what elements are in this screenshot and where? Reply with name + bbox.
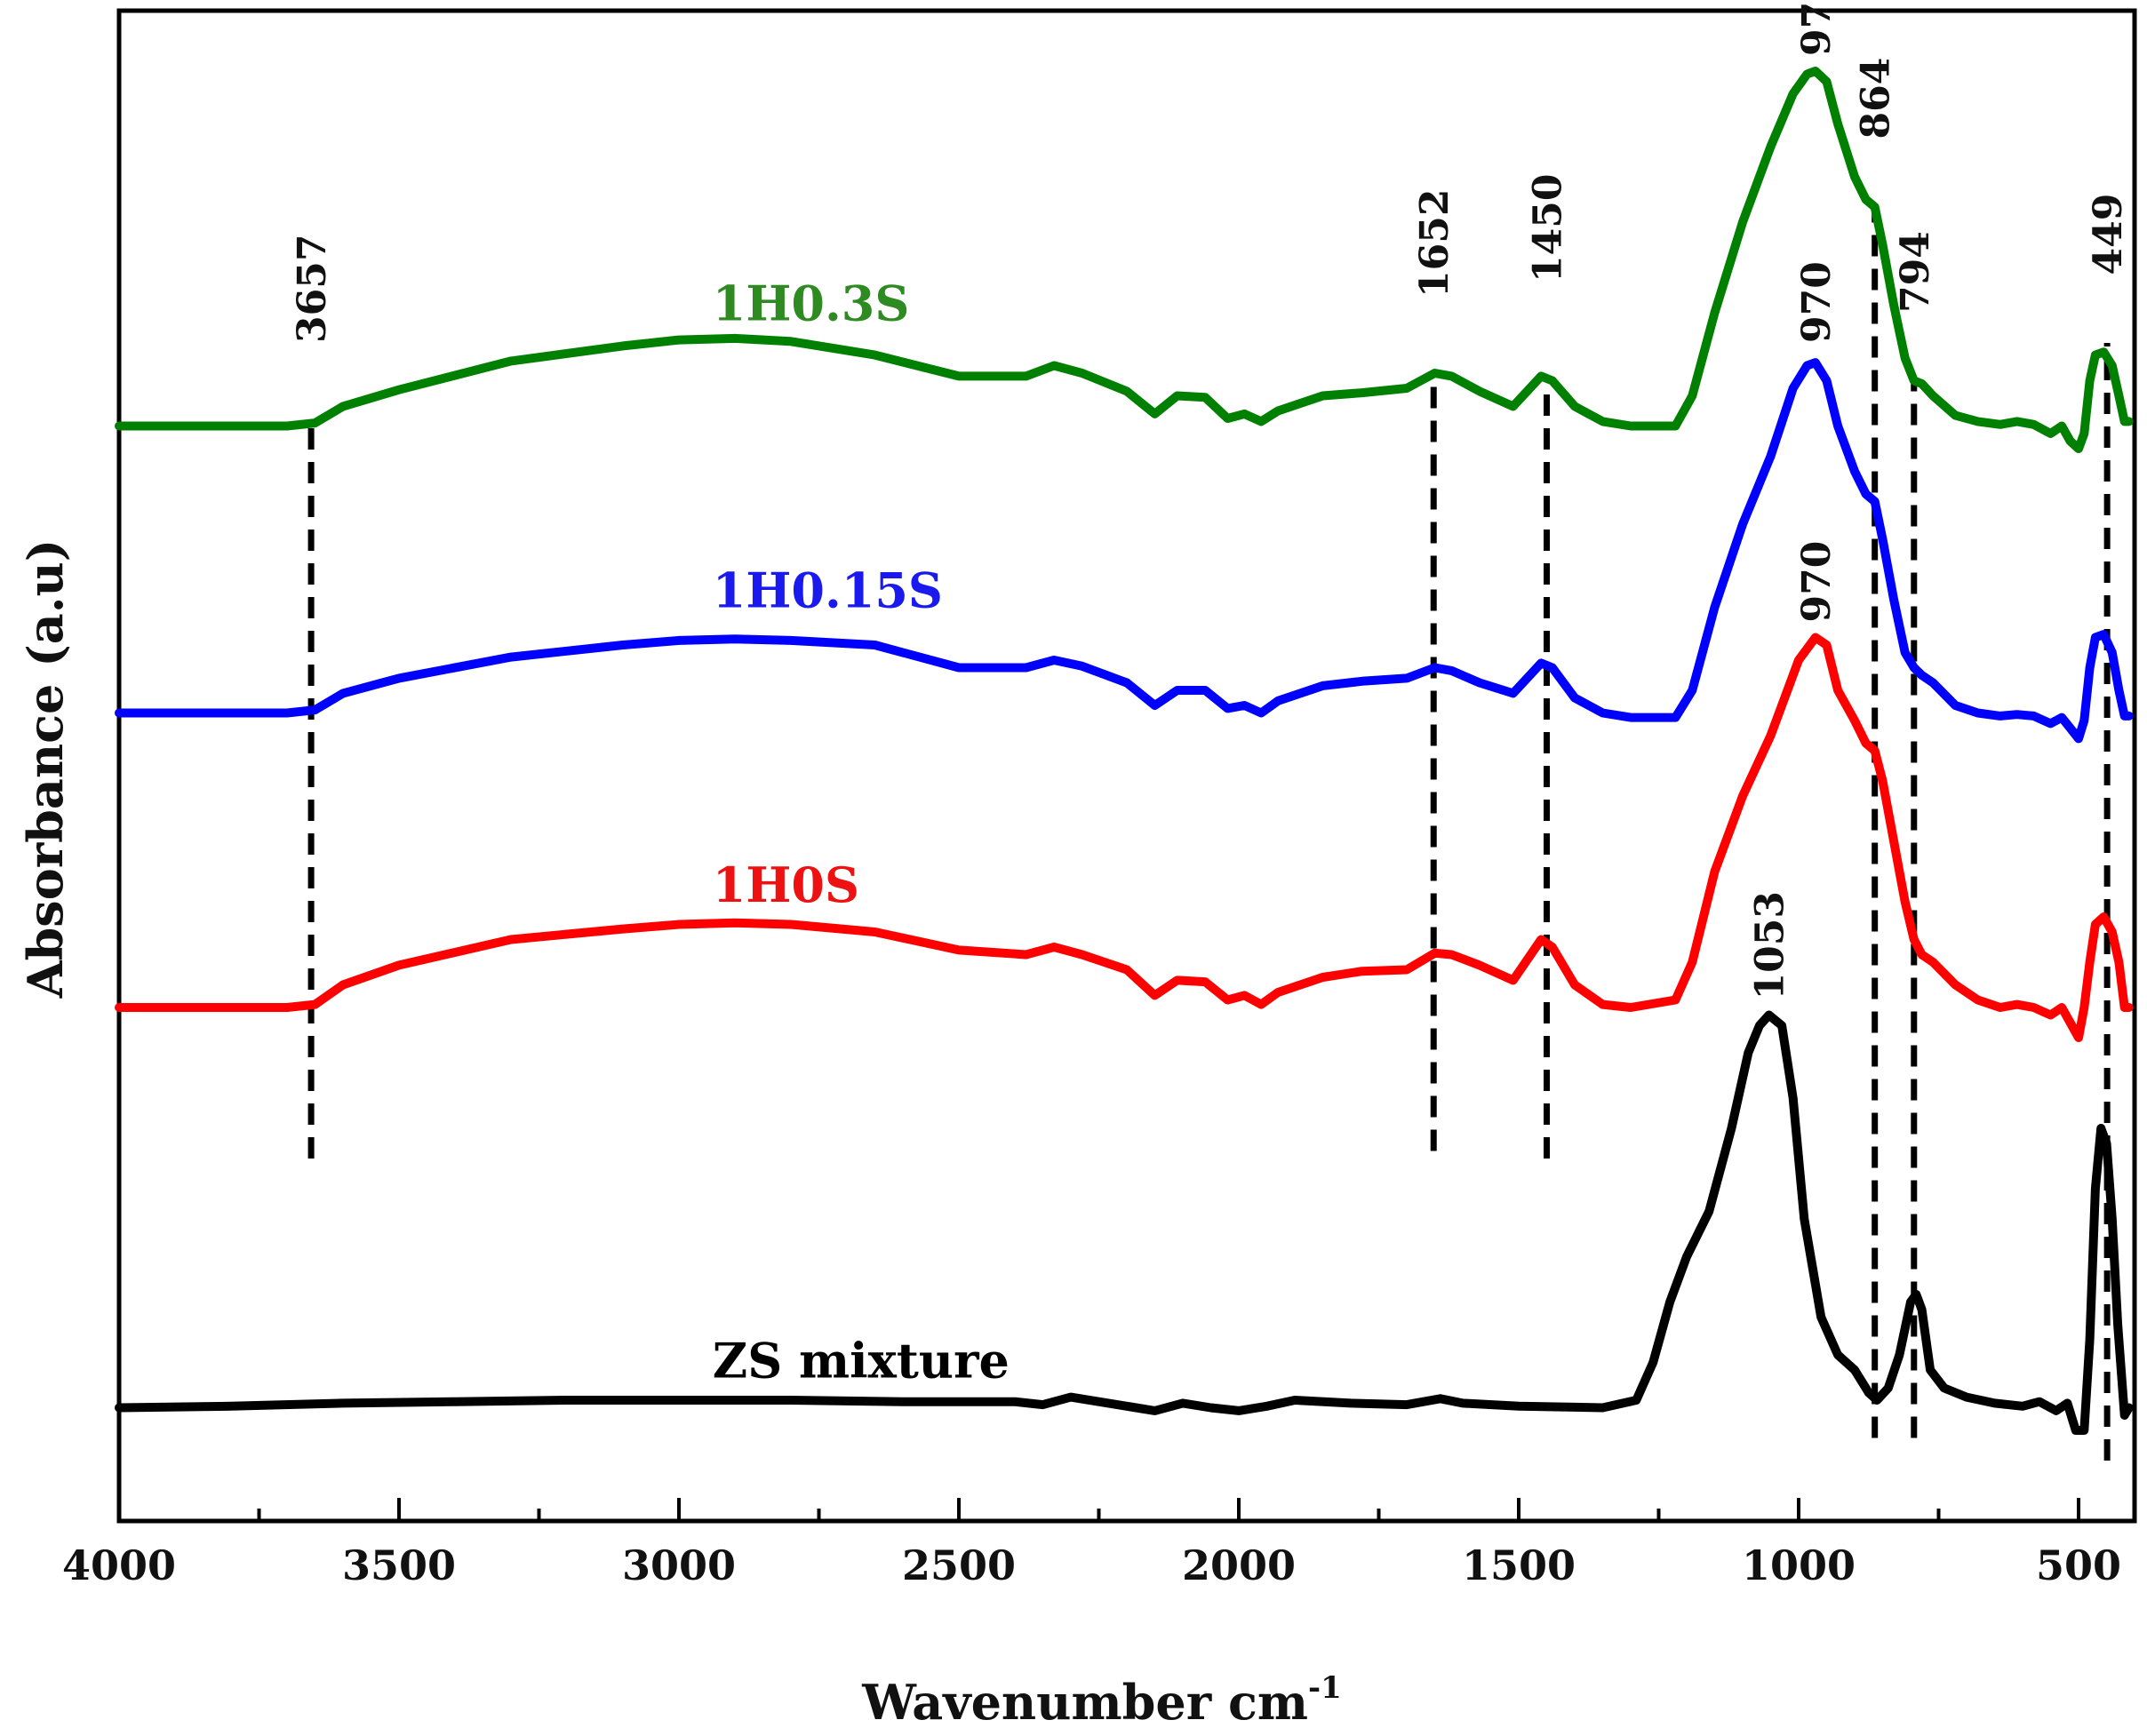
peak-label-970-0: 970: [1794, 0, 1840, 56]
y-axis-title: Absorbance (a.u): [17, 539, 74, 999]
x-tick-label-3500: 3500: [342, 1541, 456, 1589]
series-group: [115, 67, 2134, 1435]
series-line-1h0-3s: [115, 67, 2134, 453]
reference-label-1450: 1450: [1526, 174, 1571, 283]
peak-label-970-1: 970: [1794, 261, 1840, 343]
series-label-1h0-3s: 1H0.3S: [713, 275, 910, 332]
x-tick-label-500: 500: [2036, 1541, 2121, 1589]
series-label-1h0-15s: 1H0.15S: [713, 562, 943, 619]
reference-label-794: 794: [1893, 231, 1938, 313]
x-axis-title: Wavenumber cm-1: [861, 1670, 1342, 1731]
reference-label-864: 864: [1854, 58, 1899, 139]
x-axis-title-superscript: -1: [1308, 1670, 1342, 1706]
x-tick-label-1000: 1000: [1742, 1541, 1856, 1589]
x-tick-label-2500: 2500: [902, 1541, 1016, 1589]
series-line-1h0s: [115, 633, 2134, 1042]
plot-frame: [116, 8, 2137, 1524]
reference-lines: [307, 207, 2111, 1461]
reference-label-3657: 3657: [290, 235, 335, 343]
x-tick-label-3000: 3000: [622, 1541, 736, 1589]
peak-label-970-2: 970: [1794, 541, 1840, 623]
series-label-zs-mixture: ZS mixture: [713, 1333, 1010, 1390]
series-labels: 1H0.3S 1H0.15S 1H0S ZS mixture: [713, 275, 1010, 1390]
x-axis-title-text: Wavenumber cm: [861, 1674, 1308, 1731]
reference-label-1652: 1652: [1412, 189, 1457, 298]
x-tick-label-2000: 2000: [1182, 1541, 1296, 1589]
reference-label-449: 449: [2086, 194, 2131, 275]
x-tick-label-4000: 4000: [62, 1541, 176, 1589]
x-tick-label-1500: 1500: [1462, 1541, 1576, 1589]
series-line-zs-mixture: [115, 1010, 2134, 1435]
x-axis-tick-labels: 4000 3500 3000 2500 2000 1500 1000 500: [62, 1541, 2121, 1589]
peak-label-1053-3: 1053: [1748, 891, 1793, 999]
series-label-1h0s: 1H0S: [713, 856, 859, 913]
annotation-labels: 3657 1652 1450 864 794 449 970 970 970 1053: [290, 0, 2131, 1000]
series-line-1h0-15s: [115, 358, 2134, 744]
x-axis-ticks: [117, 1498, 2080, 1521]
